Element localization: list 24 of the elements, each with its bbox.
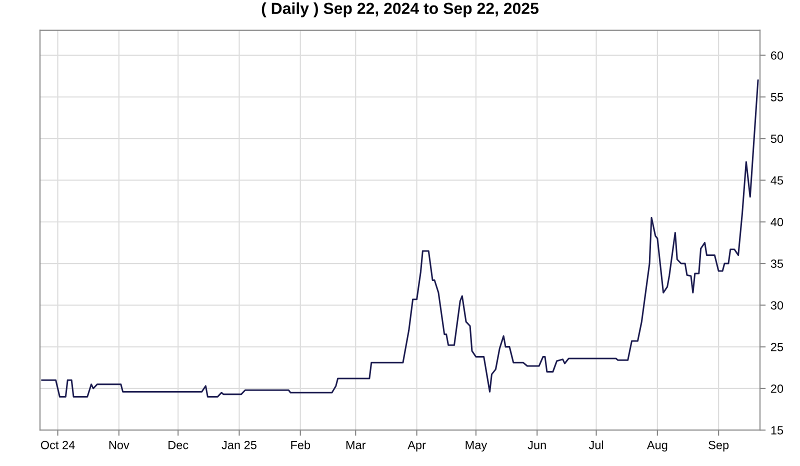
y-tick-label: 45 xyxy=(770,176,784,185)
y-tick-label: 60 xyxy=(771,51,784,60)
x-tick-label: Apr xyxy=(408,440,426,452)
y-tick-label: 50 xyxy=(770,134,784,143)
x-tick-label: Jul xyxy=(588,440,604,450)
y-tick-label: 35 xyxy=(770,260,784,268)
x-tick-label: Jun xyxy=(528,440,546,450)
line-series xyxy=(41,80,759,398)
x-tick-label: Feb xyxy=(291,440,310,450)
y-tick-label: 25 xyxy=(771,342,784,352)
y-tick-label: 20 xyxy=(771,384,784,393)
x-tick-label: Sep xyxy=(708,440,729,452)
x-tick-label: Dec xyxy=(168,440,188,450)
y-tick-label: 15 xyxy=(771,426,784,435)
chart-title: ( Daily ) Sep 22, 2024 to Sep 22, 2025 xyxy=(262,2,539,18)
x-tick-label: Oct 24 xyxy=(40,440,75,450)
x-tick-label: Mar xyxy=(346,440,366,450)
y-tick-label: 40 xyxy=(770,218,784,226)
y-tick-label: 30 xyxy=(770,301,784,310)
y-tick-label: 55 xyxy=(770,93,784,102)
x-tick-label: Aug xyxy=(646,440,668,452)
x-tick-label: Nov xyxy=(109,440,130,450)
x-tick-label: Jan 25 xyxy=(222,440,256,450)
x-tick-label: May xyxy=(466,440,488,452)
